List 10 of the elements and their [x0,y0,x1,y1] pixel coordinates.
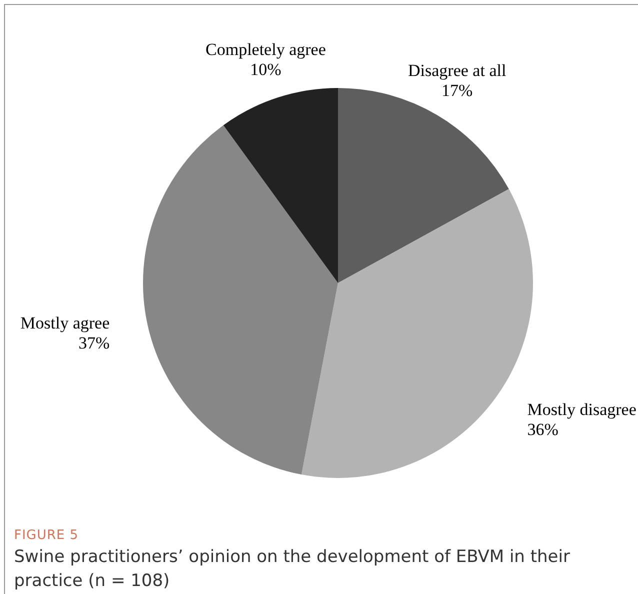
slice-label: Mostly disagree [527,400,636,420]
text: Swine practitioners’ opinion on the development of EBVM in their practice (n = 108) [14,546,571,593]
slice-label: Completely agree [206,40,326,59]
data-label: 36% [527,420,558,440]
slice-label: Mostly agree [20,314,110,333]
data-label: 10% [250,60,282,79]
data-label: 37% [78,334,110,353]
data-label: 17% [442,81,473,100]
caption: FIGURE 5 [14,528,80,543]
slice-label: Disagree at all [408,61,506,80]
